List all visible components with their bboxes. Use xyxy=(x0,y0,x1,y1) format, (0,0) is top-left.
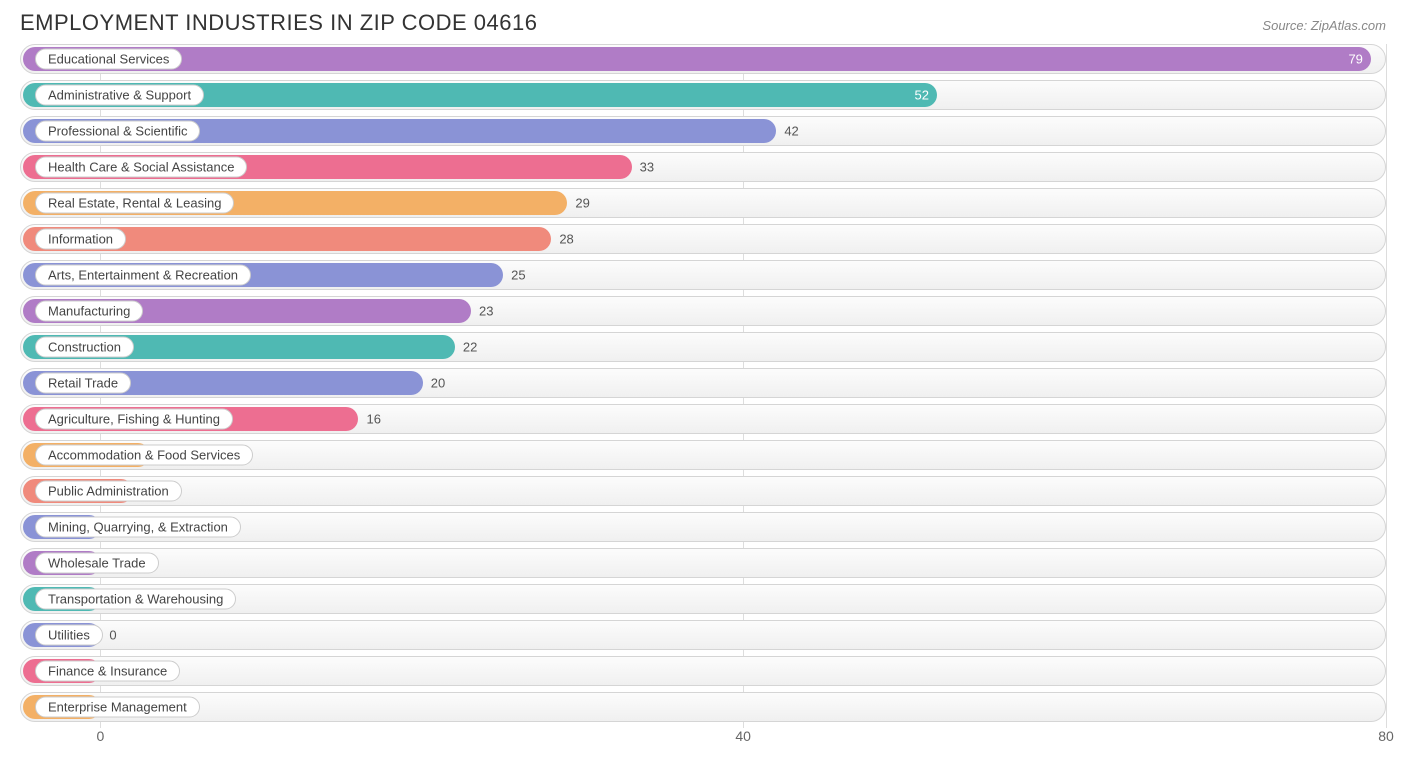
bar-row: 29 Real Estate, Rental & Leasing xyxy=(20,188,1386,218)
bar-row: 0 Utilities xyxy=(20,620,1386,650)
bar-value: 42 xyxy=(784,124,798,139)
bar-label: Finance & Insurance xyxy=(35,661,180,682)
chart-area: 79 Educational Services 52 Administrative &… xyxy=(0,44,1406,758)
bar-row: 52 Administrative & Support xyxy=(20,80,1386,110)
bar-label: Arts, Entertainment & Recreation xyxy=(35,265,251,286)
chart-source: Source: ZipAtlas.com xyxy=(1262,18,1386,33)
bar-value: 23 xyxy=(479,304,493,319)
bar-row: 42 Professional & Scientific xyxy=(20,116,1386,146)
bar-row: 2Public Administration xyxy=(20,476,1386,506)
bar-value: 0 xyxy=(109,628,116,643)
bar-label: Information xyxy=(35,229,126,250)
bar-fill: 79 xyxy=(23,47,1371,71)
bar-value: 28 xyxy=(559,232,573,247)
bar-value: 33 xyxy=(640,160,654,175)
bar-label: Accommodation & Food Services xyxy=(35,445,253,466)
bar-label: Retail Trade xyxy=(35,373,131,394)
bar-label: Administrative & Support xyxy=(35,85,204,106)
bar-row: 0Finance & Insurance xyxy=(20,656,1386,686)
bar-value: 16 xyxy=(366,412,380,427)
bar-row: 23 Manufacturing xyxy=(20,296,1386,326)
bar-label: Enterprise Management xyxy=(35,697,200,718)
x-axis: 04080 xyxy=(20,728,1386,758)
bar-row: 25 Arts, Entertainment & Recreation xyxy=(20,260,1386,290)
bar-value: 52 xyxy=(915,88,929,103)
bar-row: 3Accommodation & Food Services xyxy=(20,440,1386,470)
bar-label: Construction xyxy=(35,337,134,358)
bar-label: Mining, Quarrying, & Extraction xyxy=(35,517,241,538)
bar-row: 33 Health Care & Social Assistance xyxy=(20,152,1386,182)
bar-label: Utilities xyxy=(35,625,103,646)
bar-value: 25 xyxy=(511,268,525,283)
source-label: Source: xyxy=(1262,18,1307,33)
bar-label: Educational Services xyxy=(35,49,182,70)
bar-label: Public Administration xyxy=(35,481,182,502)
bar-value: 79 xyxy=(1348,52,1362,67)
bar-value: 29 xyxy=(575,196,589,211)
gridline xyxy=(1386,44,1387,728)
bar-value: 22 xyxy=(463,340,477,355)
source-name: ZipAtlas.com xyxy=(1311,18,1386,33)
bar-value: 20 xyxy=(431,376,445,391)
bar-row: 79 Educational Services xyxy=(20,44,1386,74)
bar-row: 0Enterprise Management xyxy=(20,692,1386,722)
bar-label: Health Care & Social Assistance xyxy=(35,157,247,178)
axis-tick: 80 xyxy=(1378,728,1394,744)
bar-label: Agriculture, Fishing & Hunting xyxy=(35,409,233,430)
bar-row: 0Transportation & Warehousing xyxy=(20,584,1386,614)
bar-label: Transportation & Warehousing xyxy=(35,589,236,610)
axis-tick: 40 xyxy=(735,728,751,744)
bar-label: Wholesale Trade xyxy=(35,553,159,574)
bars-container: 79 Educational Services 52 Administrative &… xyxy=(20,44,1386,722)
bar-row: 0Mining, Quarrying, & Extraction xyxy=(20,512,1386,542)
bar-label: Manufacturing xyxy=(35,301,143,322)
axis-tick: 0 xyxy=(96,728,104,744)
chart-header: EMPLOYMENT INDUSTRIES IN ZIP CODE 04616 … xyxy=(0,0,1406,44)
bar-row: 0Wholesale Trade xyxy=(20,548,1386,578)
bar-row: 22 Construction xyxy=(20,332,1386,362)
bar-row: 20 Retail Trade xyxy=(20,368,1386,398)
bar-row: 16 Agriculture, Fishing & Hunting xyxy=(20,404,1386,434)
bar-label: Real Estate, Rental & Leasing xyxy=(35,193,234,214)
chart-title: EMPLOYMENT INDUSTRIES IN ZIP CODE 04616 xyxy=(20,10,538,36)
bar-row: 28 Information xyxy=(20,224,1386,254)
bar-label: Professional & Scientific xyxy=(35,121,200,142)
